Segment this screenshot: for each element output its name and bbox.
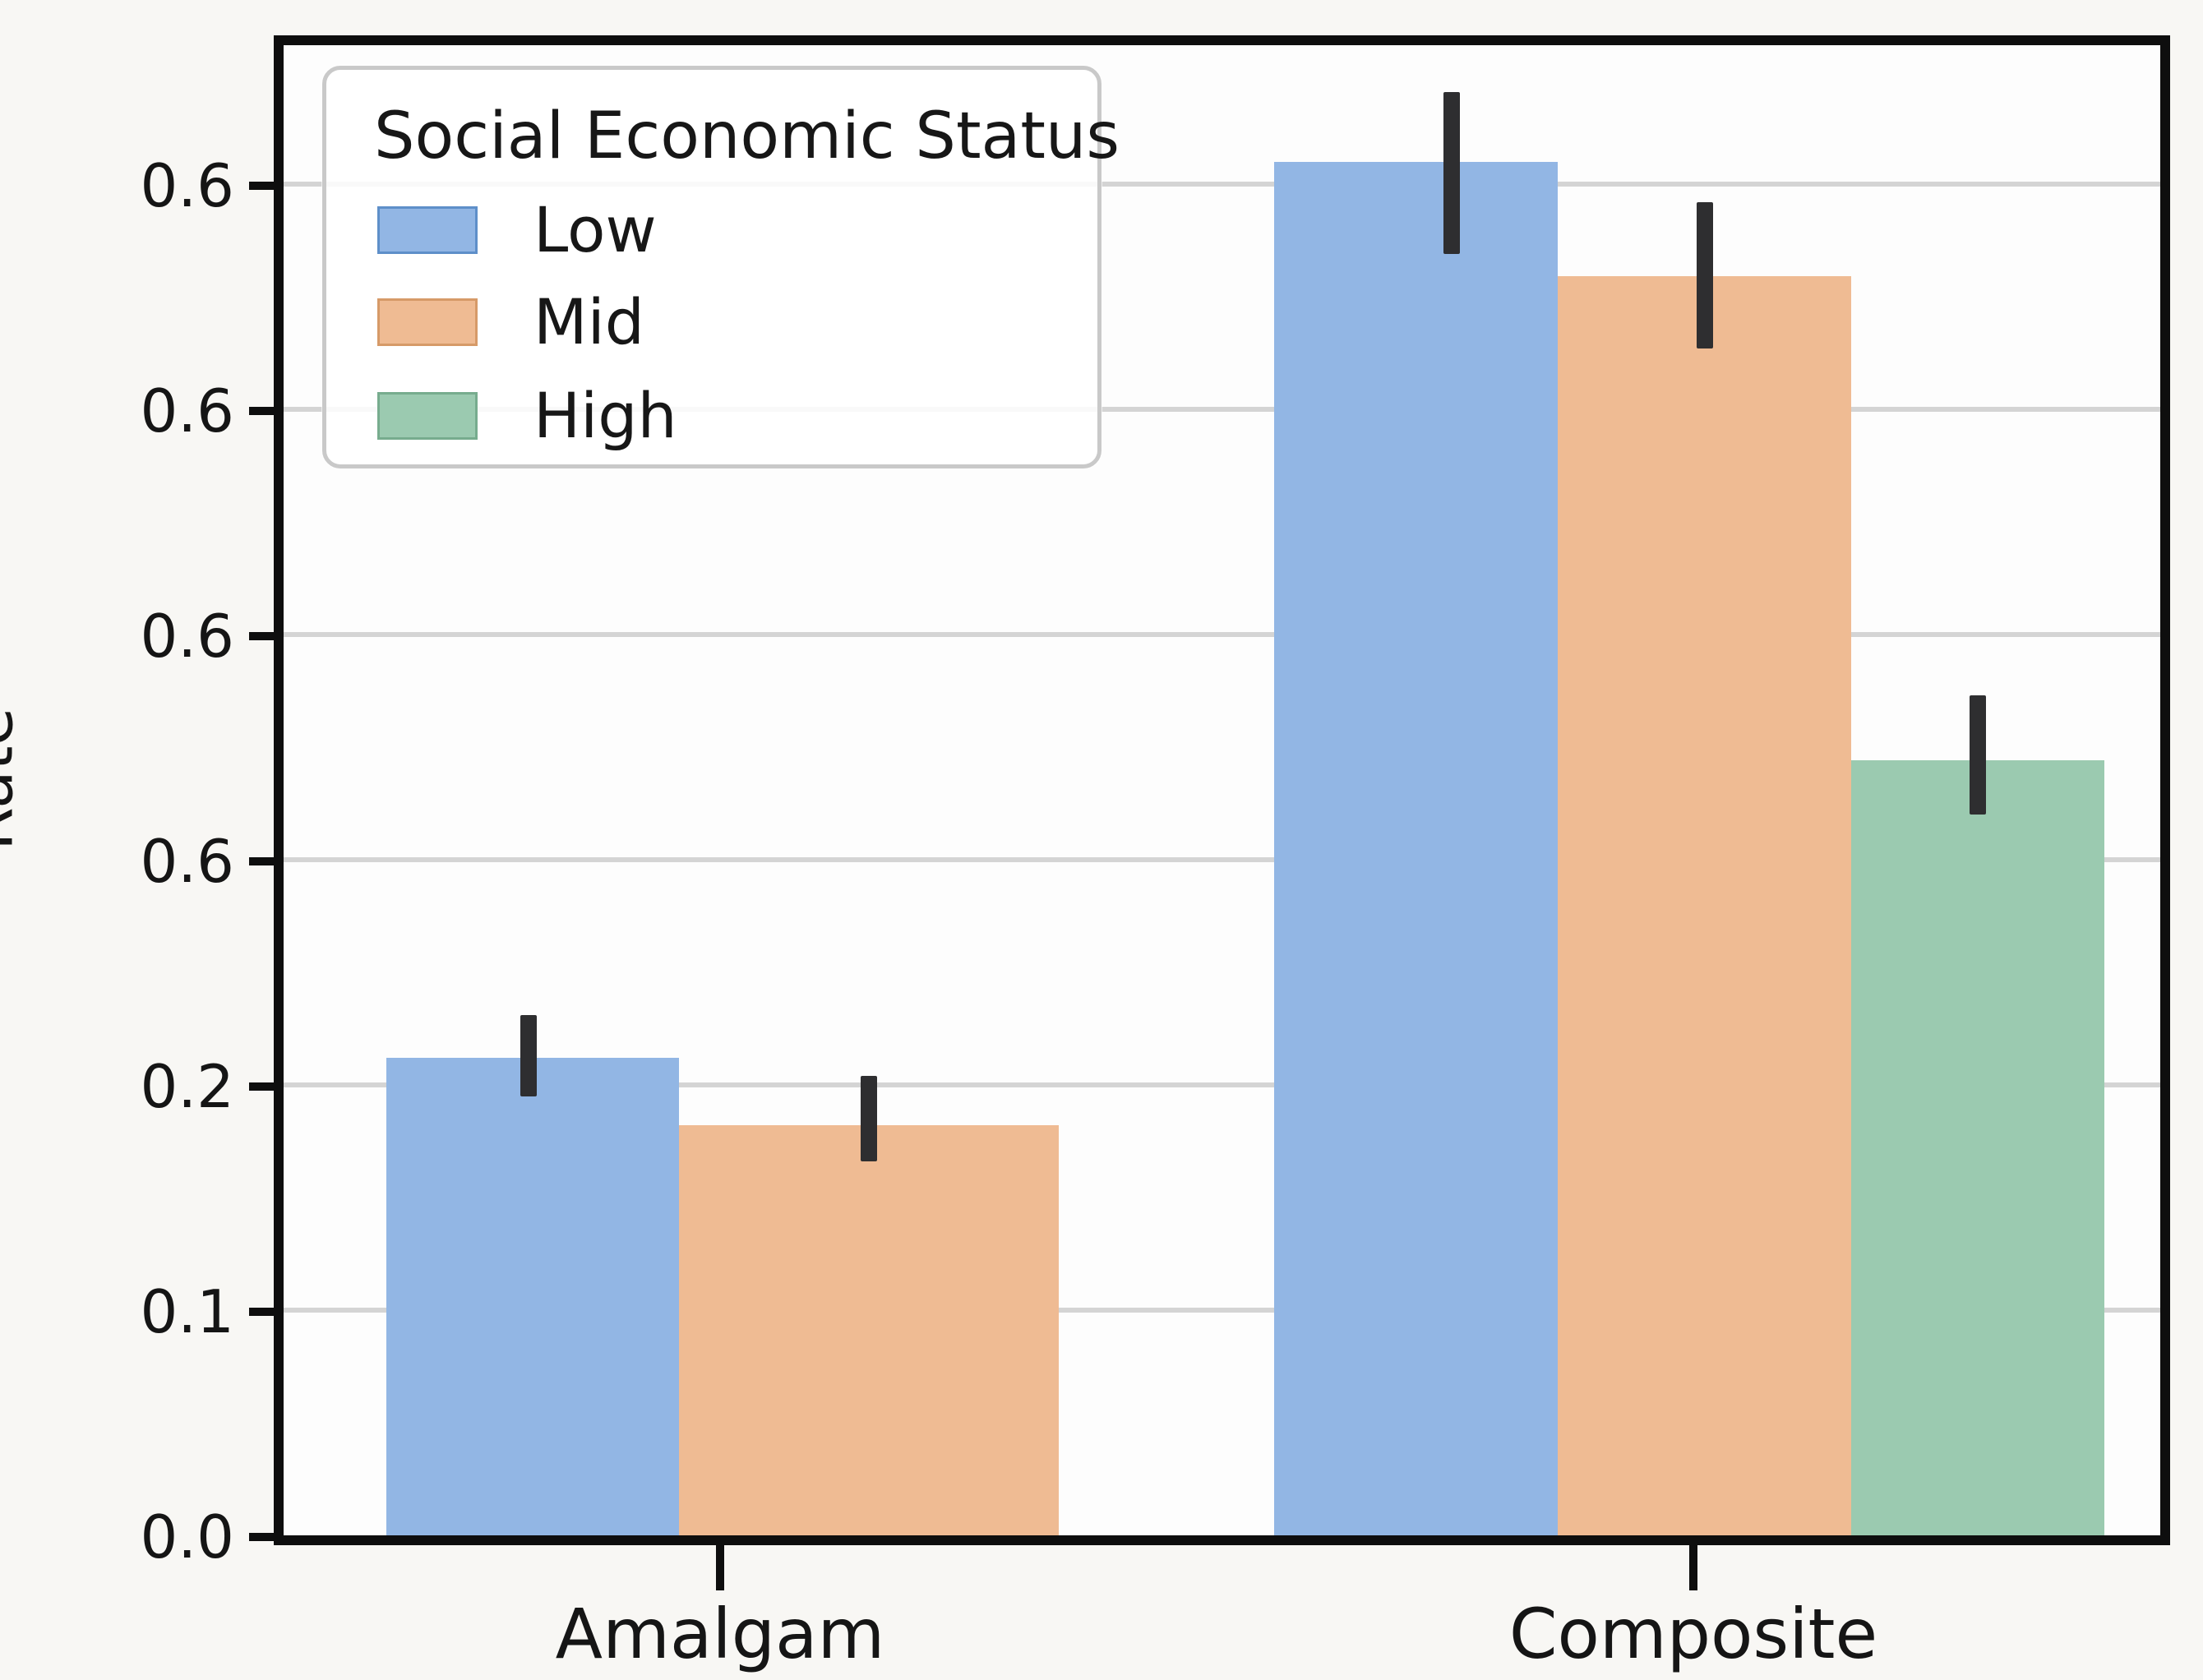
y-tick-mark [249,407,274,415]
err-composite-high [1970,695,1986,815]
bar-composite-high [1851,760,2104,1535]
bar-composite-mid [1558,276,1851,1535]
y-tick-label: 0.6 [140,151,234,220]
y-tick-label: 0.6 [140,602,234,671]
x-tick-mark [716,1545,724,1590]
x-tick-label: Amalgam [555,1594,885,1674]
y-tick-mark [249,1308,274,1316]
legend-swatch-low-icon [377,206,478,254]
legend-title: Social Economic Status [374,99,1120,173]
y-tick-mark [249,1533,274,1541]
y-tick-label: 0.2 [140,1052,234,1121]
y-tick-mark [249,1082,274,1091]
x-tick-mark [1689,1545,1697,1590]
legend-label-high: High [533,379,677,452]
bar-amalgam-low [386,1058,679,1535]
legend-swatch-mid-icon [377,298,478,346]
legend-label-mid: Mid [533,285,644,358]
y-tick-label: 0.1 [140,1277,234,1346]
y-tick-mark [249,182,274,190]
err-amalgam-mid [861,1076,877,1162]
y-tick-mark [249,857,274,865]
legend: Social Economic Status Low Mid High [322,66,1120,468]
x-tick-label: Composite [1508,1594,1878,1674]
err-composite-mid [1697,201,1713,348]
y-tick-label: 0.6 [140,827,234,896]
gridline [284,857,2160,862]
bar-composite-low [1274,162,1558,1535]
y-tick-label: 0.0 [140,1502,234,1572]
gridline [284,1082,2160,1087]
gridline [284,407,2160,412]
gridline [284,632,2160,637]
err-amalgam-low [520,1015,537,1096]
plot-area [274,35,2170,1545]
gridline [284,1308,2160,1313]
y-axis-title: Rate [0,707,27,851]
legend-swatch-high-icon [377,392,478,440]
legend-label-low: Low [533,193,657,266]
y-tick-label: 0.6 [140,376,234,445]
y-tick-mark [249,632,274,640]
err-composite-low [1443,91,1460,254]
gridline [284,182,2160,187]
bar-amalgam-mid [679,1125,1059,1535]
